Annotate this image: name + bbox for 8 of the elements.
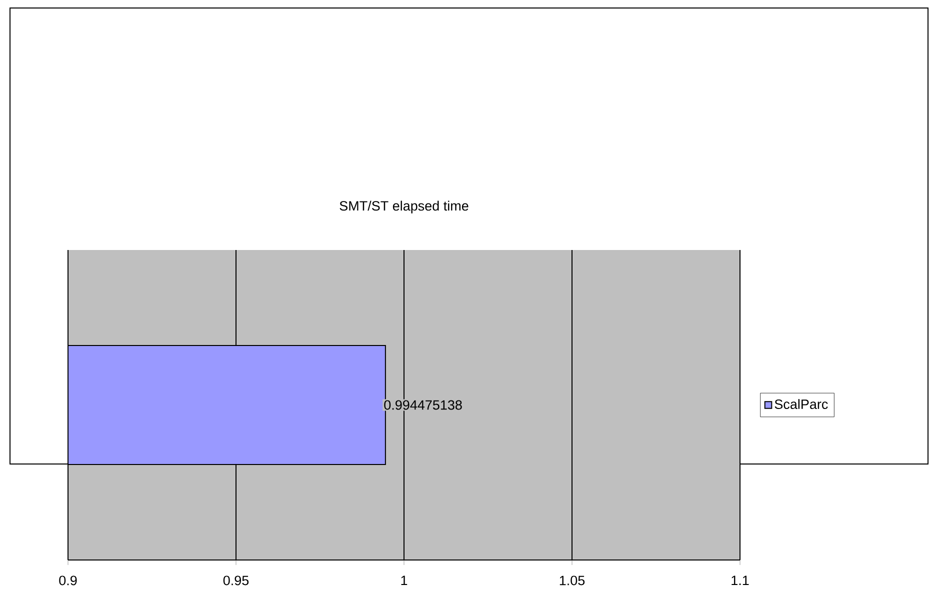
x-tick-label: 0.9	[59, 576, 77, 586]
data-label: 0.994475138	[384, 400, 462, 410]
x-tick-label: 1	[401, 576, 408, 586]
chart-title: SMT/ST elapsed time	[340, 200, 468, 214]
x-tick-label: 1.05	[560, 576, 585, 586]
legend-label: ScalParc	[774, 399, 828, 410]
x-tick-label: 0.95	[223, 576, 249, 586]
x-tick-label: 1.1	[732, 576, 749, 586]
